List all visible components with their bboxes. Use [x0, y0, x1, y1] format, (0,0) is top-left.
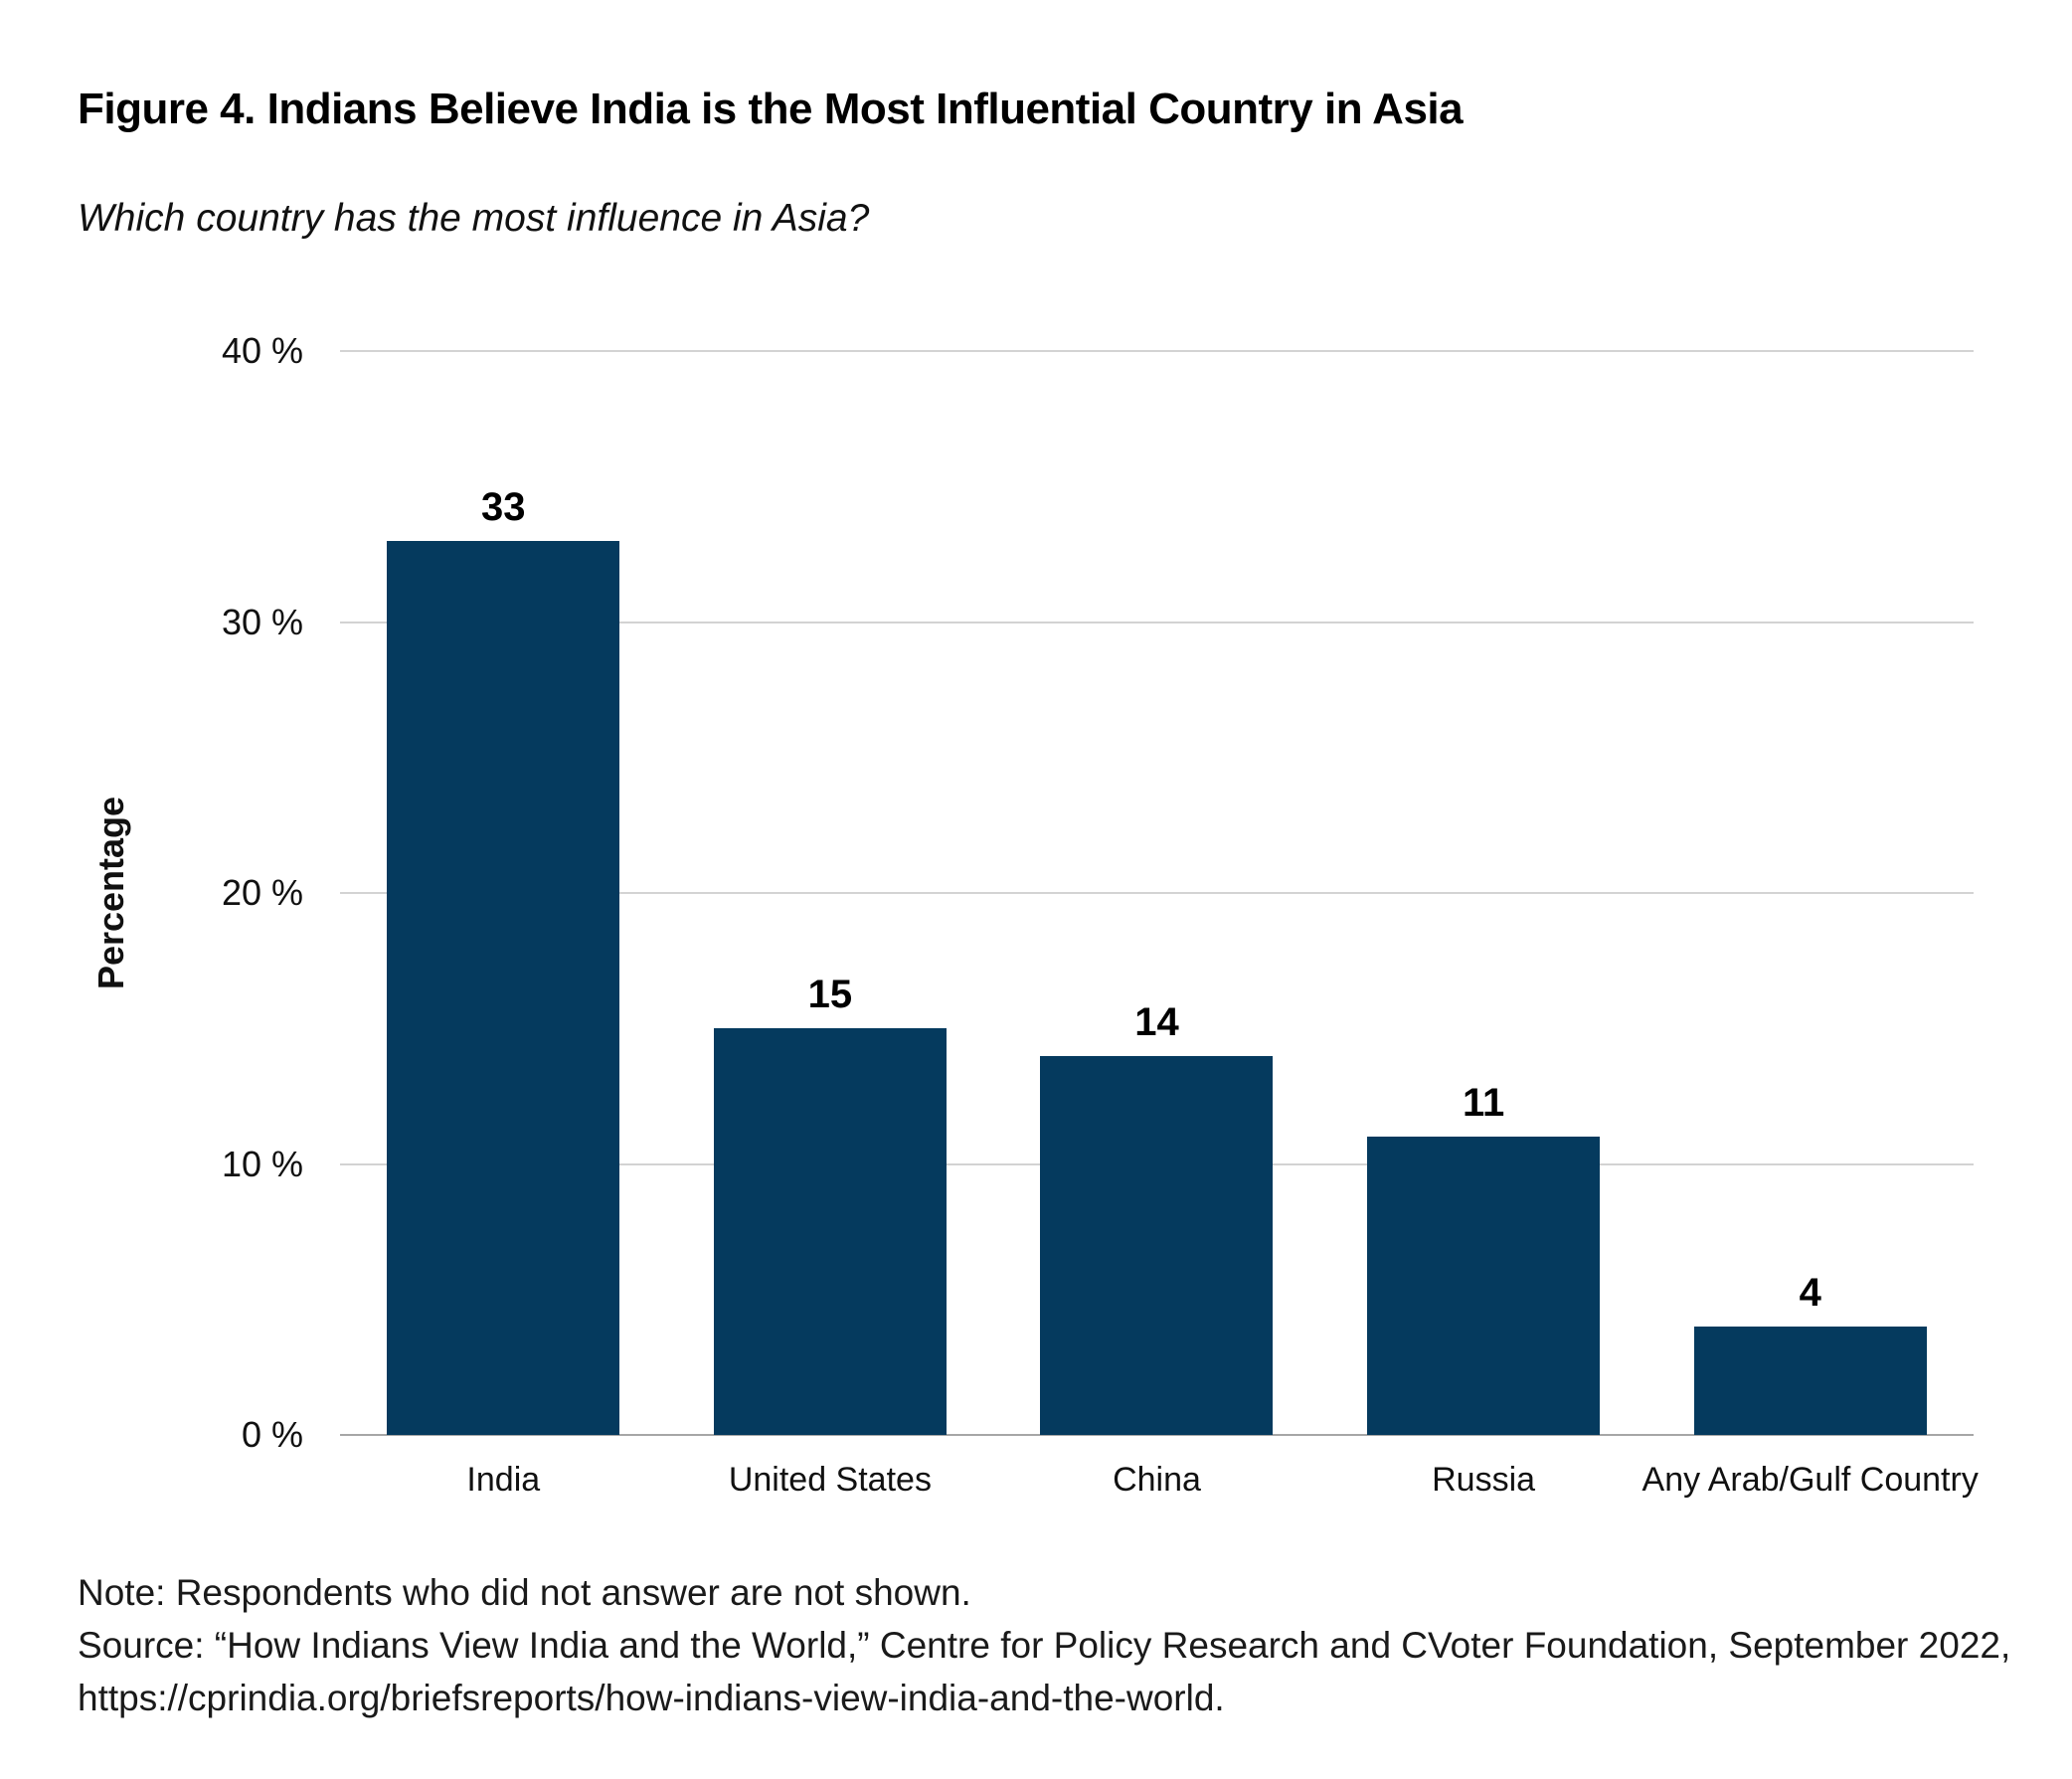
- y-tick-label: 40 %: [221, 330, 303, 371]
- y-gridline: [340, 892, 1974, 894]
- note-text: Note: Respondents who did not answer are…: [78, 1572, 971, 1613]
- x-category-label: United States: [728, 1461, 932, 1499]
- bar: [1693, 1327, 1927, 1435]
- bar: [1367, 1137, 1601, 1435]
- bar-value-label: 33: [481, 484, 526, 529]
- figure-subtitle: Which country has the most influence in …: [78, 197, 870, 240]
- bar-band: 33 India: [340, 351, 667, 1499]
- y-tick-label: 0 %: [241, 1414, 303, 1455]
- y-tick-label: 10 %: [221, 1143, 303, 1184]
- bar-band: 14 China: [993, 351, 1320, 1499]
- figure-notes: Note: Respondents who did not answer are…: [78, 1567, 2010, 1725]
- bar-chart-plot-area: 0 % 10 % 20 % 30 % 40 % 33 India 15 United State…: [222, 330, 1979, 1499]
- y-gridline: [340, 621, 1974, 623]
- bar: [713, 1028, 947, 1435]
- source-text: Source: “How Indians View India and the …: [78, 1624, 2011, 1666]
- x-category-label: Russia: [1432, 1461, 1536, 1499]
- bar-value-label: 14: [1134, 999, 1179, 1044]
- bar-value-label: 11: [1462, 1081, 1505, 1126]
- bar-band: 15 United States: [667, 351, 994, 1499]
- bar-band: 4 Any Arab/Gulf Country: [1642, 351, 1979, 1499]
- figure-title: Figure 4. Indians Believe India is the M…: [78, 85, 1464, 133]
- x-category-label: Any Arab/Gulf Country: [1641, 1461, 1979, 1499]
- bar-band: 11 Russia: [1320, 351, 1647, 1499]
- x-category-label: India: [466, 1461, 541, 1499]
- y-axis-title: Percentage: [90, 796, 131, 990]
- y-tick-label: 20 %: [221, 872, 303, 913]
- x-category-label: China: [1113, 1461, 1201, 1499]
- y-gridline: [340, 350, 1974, 352]
- source-url: https://cprindia.org/briefsreports/how-i…: [78, 1677, 1225, 1718]
- bar: [1040, 1055, 1274, 1435]
- bar-value-label: 4: [1799, 1271, 1821, 1315]
- y-tick-label: 30 %: [221, 601, 303, 642]
- bar-value-label: 15: [807, 973, 853, 1017]
- bar: [387, 540, 620, 1435]
- x-axis-line: [340, 1434, 1974, 1436]
